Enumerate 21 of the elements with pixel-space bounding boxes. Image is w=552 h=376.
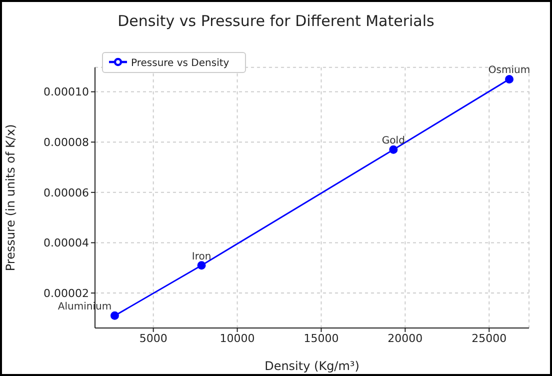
point [505,74,514,84]
x-axis-title: Density (Kg/m³) [264,359,360,373]
y-tick-label: 0.00004 [44,236,89,250]
x-tick-label: 20000 [388,332,423,345]
y-axis-title: Pressure (in units of K/x) [3,124,18,272]
x-tick-label: 5000 [139,332,168,345]
legend-label: Pressure vs Density [131,58,230,70]
chart-title: Density vs Pressure for Different Materials [116,12,436,30]
x-tick-label: 25000 [472,332,507,345]
point [197,261,206,270]
x-tick-label: 10000 [220,332,255,345]
point [110,311,119,320]
y-tick-label: 0.00006 [44,186,89,200]
y-tick-label: 0.00002 [44,286,89,300]
annotation: Gold [382,136,405,147]
y-tick-label: 0.00010 [44,86,89,99]
annotation: Iron [192,251,212,262]
annotation: Osmium [488,65,530,76]
point [389,145,398,154]
x-tick-label: 15000 [304,332,339,345]
y-tick-label: 0.00008 [44,136,89,149]
